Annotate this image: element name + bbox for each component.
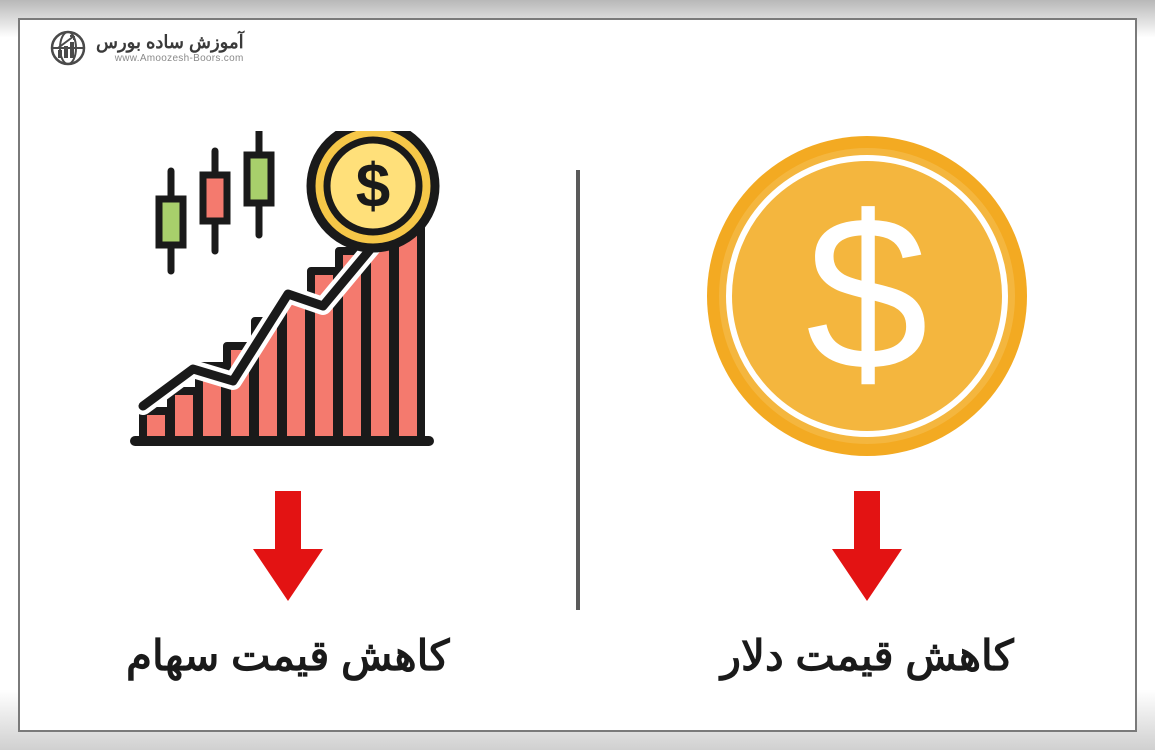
- down-arrow-icon: [253, 491, 323, 601]
- stock-label: کاهش قیمت سهام: [126, 631, 449, 680]
- brand-url: www.Amoozesh-Boors.com: [96, 53, 244, 64]
- small-dollar-coin-icon: $: [311, 131, 435, 248]
- stock-panel: $ کاهش قیمت سهام: [0, 100, 576, 710]
- dollar-label: کاهش قیمت دلار: [721, 631, 1014, 680]
- stock-chart-icon: $: [123, 131, 453, 461]
- dollar-coin-icon: $: [702, 131, 1032, 461]
- svg-text:$: $: [806, 170, 928, 416]
- dollar-panel: $ کاهش قیمت دلار: [580, 100, 1155, 710]
- brand-title: آموزش ساده بورس: [96, 32, 244, 53]
- brand-logo: آموزش ساده بورس www.Amoozesh-Boors.com: [48, 28, 244, 68]
- infographic-content: $ کاهش قیمت سهام $ کاهش قیمت: [0, 100, 1155, 710]
- globe-chart-icon: [48, 28, 88, 68]
- down-arrow-icon: [832, 491, 902, 601]
- svg-text:$: $: [356, 152, 390, 221]
